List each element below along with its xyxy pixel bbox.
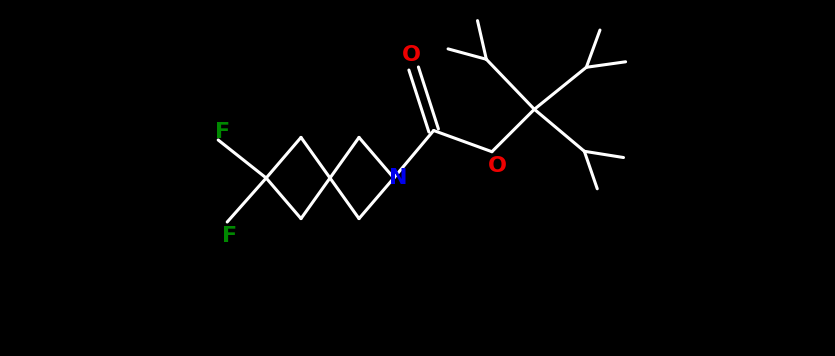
Text: F: F — [221, 226, 237, 246]
Text: F: F — [215, 122, 230, 142]
Text: O: O — [402, 44, 421, 64]
Text: N: N — [388, 168, 407, 188]
Text: O: O — [488, 156, 506, 176]
